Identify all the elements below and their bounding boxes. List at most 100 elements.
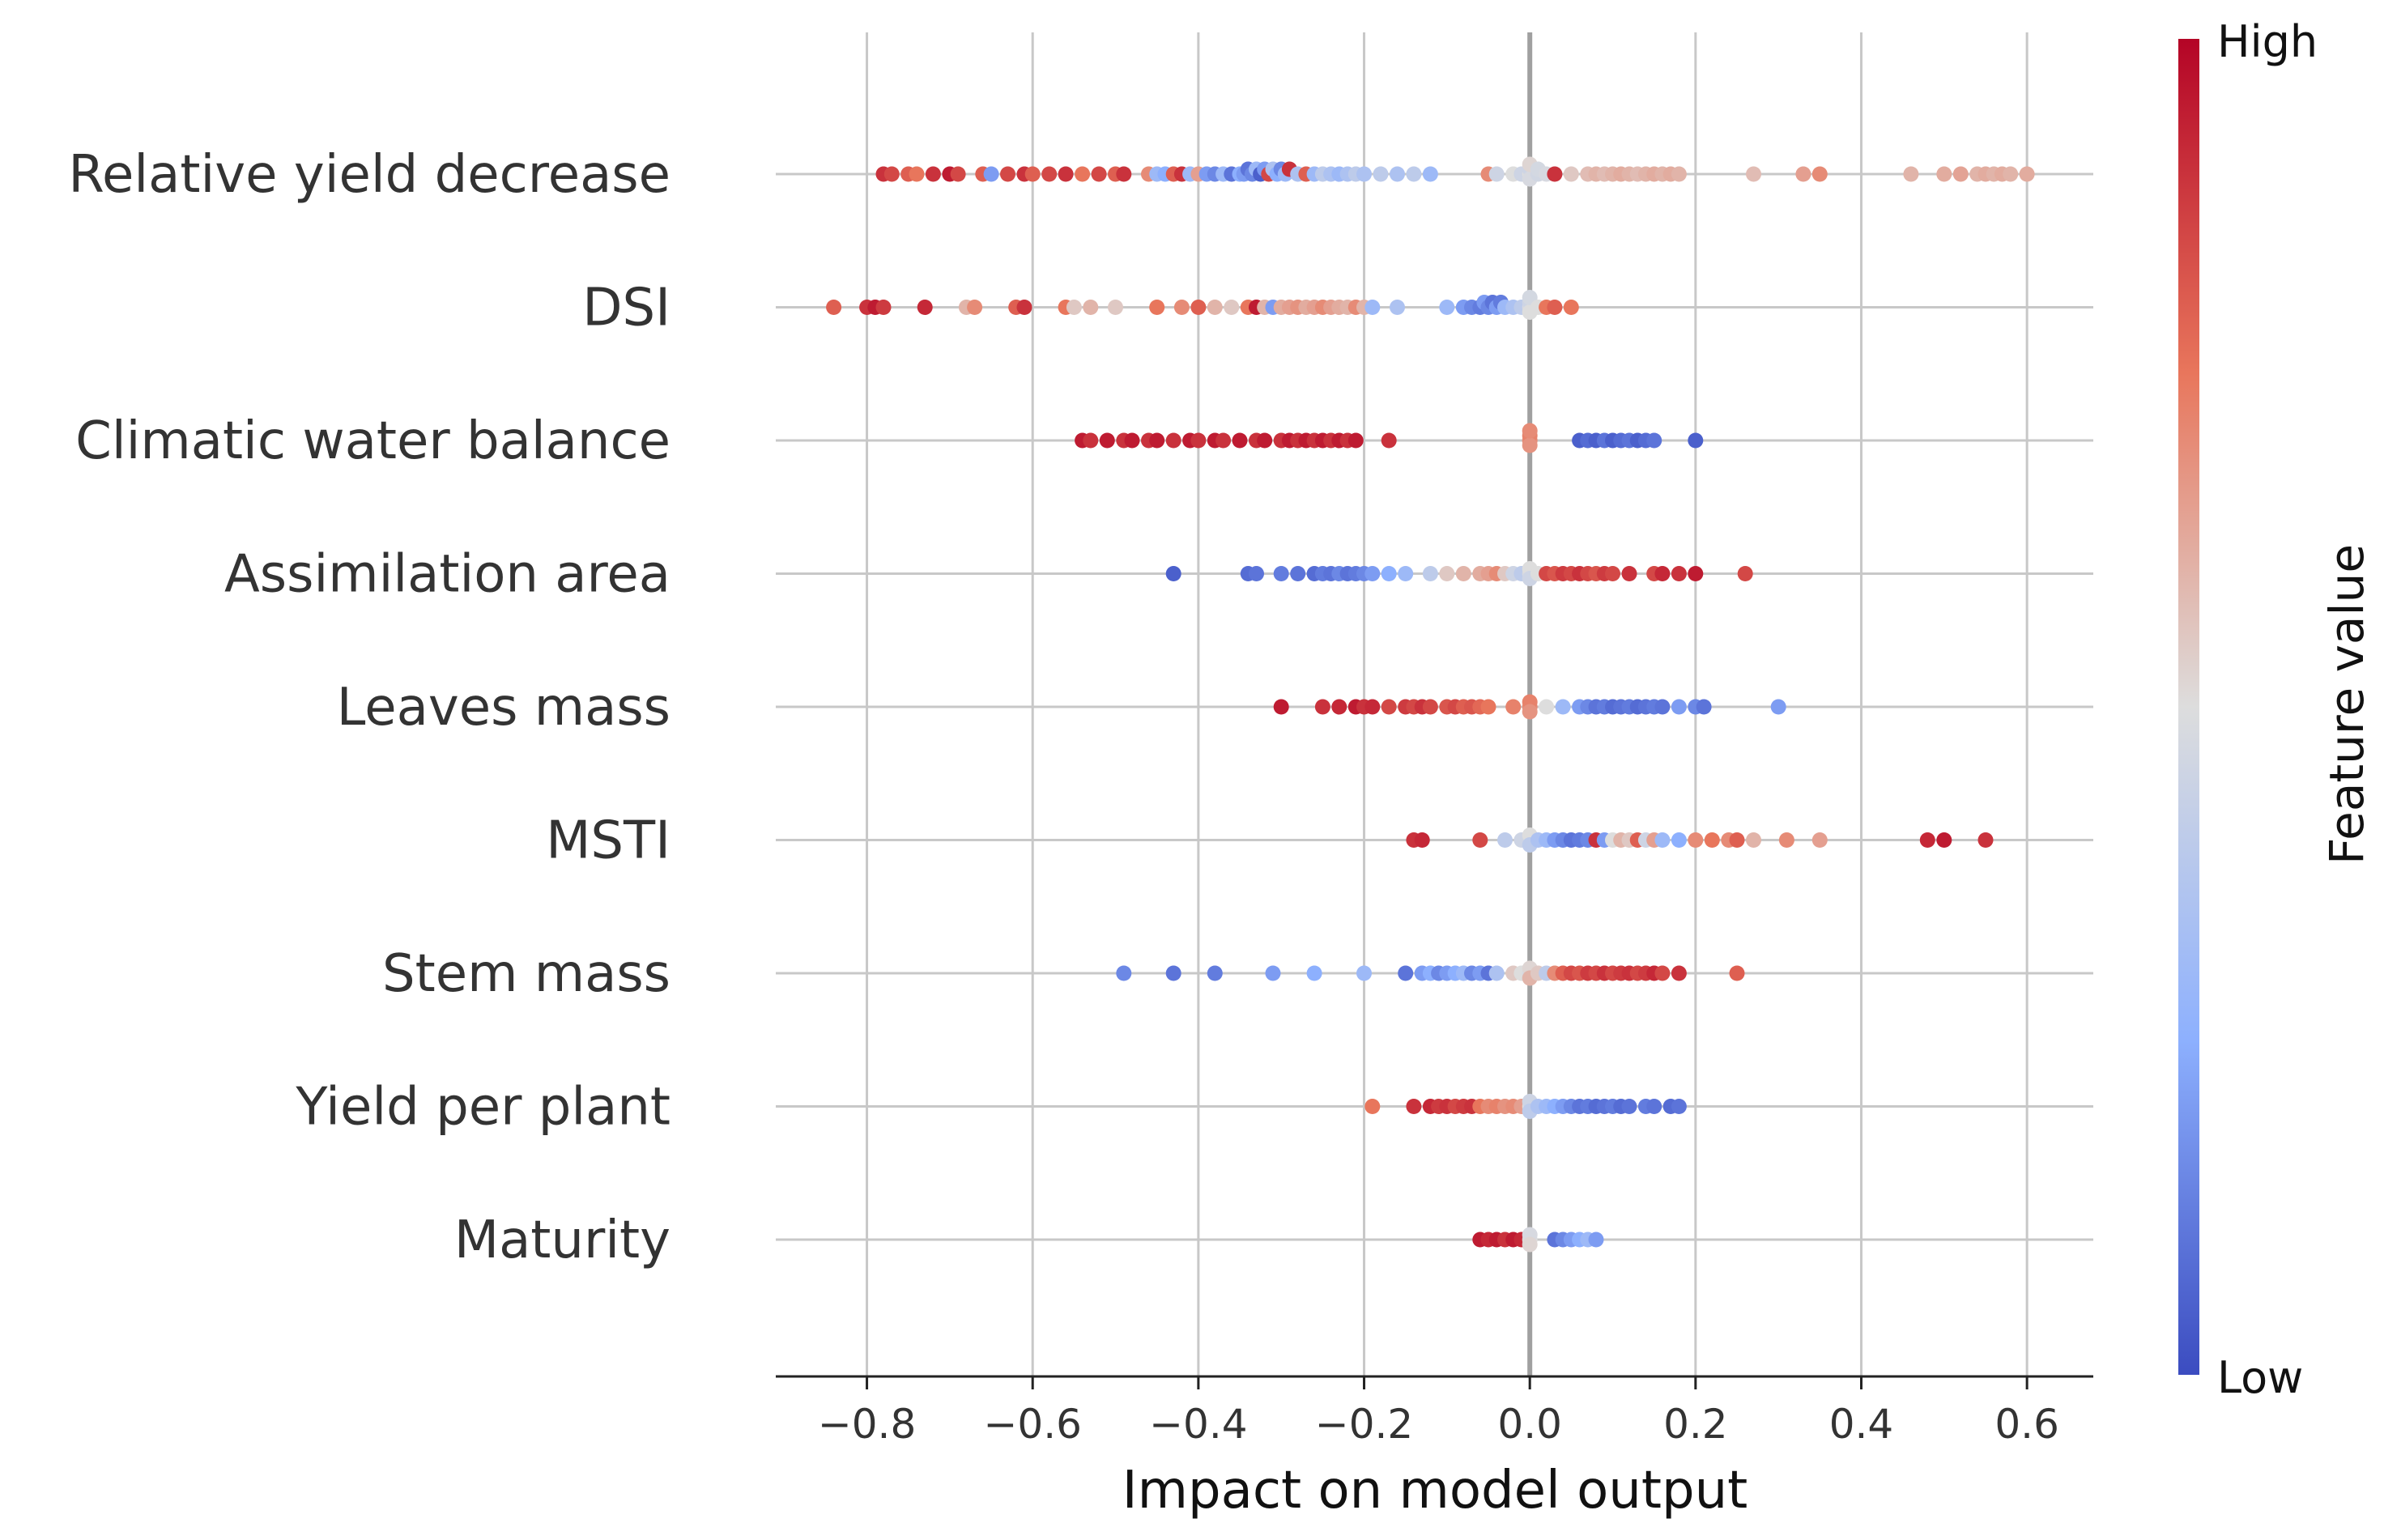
x-tick-label: −0.8 — [818, 1401, 916, 1448]
shap-point — [1116, 166, 1132, 182]
shap-point — [1605, 566, 1620, 581]
shap-point — [1563, 166, 1579, 182]
shap-point — [967, 300, 983, 315]
shap-point — [1406, 166, 1422, 182]
shap-point — [1480, 699, 1496, 715]
shap-point — [1306, 965, 1322, 981]
shap-point — [1646, 432, 1662, 449]
shap-point — [1314, 699, 1330, 715]
shap-point — [1439, 566, 1455, 581]
shap-point — [1398, 965, 1414, 981]
shap-point — [1083, 300, 1099, 315]
shap-point — [1671, 1099, 1687, 1114]
shap-point — [1688, 832, 1704, 848]
shap-point — [883, 166, 900, 182]
shap-point — [1356, 166, 1372, 182]
shap-point — [826, 300, 842, 315]
shap-point — [1165, 432, 1181, 449]
feature-label: Climatic water balance — [75, 411, 670, 471]
shap-point — [1422, 166, 1438, 182]
shap-point — [1390, 300, 1405, 315]
shap-point — [1688, 566, 1704, 581]
shap-point — [1505, 699, 1522, 715]
shap-point — [1207, 965, 1223, 981]
shap-point — [1041, 166, 1058, 182]
shap-point — [1232, 432, 1248, 449]
shap-point — [1977, 832, 1994, 848]
shap-point — [1373, 166, 1389, 182]
shap-point — [1190, 300, 1207, 315]
shap-point — [1588, 1232, 1604, 1248]
x-tick-label: −0.4 — [1149, 1401, 1247, 1448]
colorbar-title: Feature value — [2319, 544, 2374, 865]
shap-point — [1795, 166, 1811, 182]
shap-point — [1000, 166, 1015, 182]
shap-point — [1364, 566, 1381, 581]
shap-point — [1936, 166, 1952, 182]
shap-point — [1621, 566, 1637, 581]
shap-point — [1547, 166, 1563, 182]
shap-point — [1099, 432, 1115, 449]
shap-point — [1522, 704, 1538, 720]
shap-point — [1654, 566, 1671, 581]
shap-point — [1016, 300, 1032, 315]
shap-point — [1903, 166, 1919, 182]
shap-point — [1422, 699, 1438, 715]
shap-point — [1165, 566, 1181, 581]
feature-label: DSI — [582, 279, 670, 338]
shap-point — [2019, 166, 2035, 182]
shap-point — [1654, 965, 1671, 981]
x-tick-label: −0.2 — [1315, 1401, 1413, 1448]
shap-point — [1522, 437, 1538, 453]
shap-point — [1621, 1099, 1637, 1114]
shap-point — [1497, 832, 1513, 848]
shap-point — [1406, 1099, 1422, 1114]
shap-point — [1919, 832, 1935, 848]
colorbar-low-label: Low — [2217, 1352, 2303, 1403]
colorbar-high-label: High — [2217, 16, 2318, 67]
shap-point — [1654, 699, 1671, 715]
shap-point — [1746, 166, 1761, 182]
shap-point — [1811, 166, 1828, 182]
shap-point — [1422, 566, 1438, 581]
shap-point — [2003, 166, 2019, 182]
label-layer: Relative yield decrease DSI Climatic water… — [68, 145, 670, 1270]
shap-point — [1737, 566, 1753, 581]
shap-point — [1770, 699, 1786, 715]
shap-point — [1058, 166, 1074, 182]
shap-point — [1265, 965, 1281, 981]
shap-point — [1671, 965, 1687, 981]
shap-point — [1165, 965, 1181, 981]
shap-point — [925, 166, 941, 182]
feature-label: MSTI — [546, 811, 670, 871]
shap-point — [1671, 699, 1687, 715]
shap-point — [1488, 965, 1505, 981]
feature-label: Leaves mass — [337, 678, 670, 738]
shap-point — [1224, 300, 1240, 315]
shap-point — [1522, 423, 1538, 439]
shap-point — [909, 166, 925, 182]
shap-point — [1414, 832, 1430, 848]
shap-point — [1381, 699, 1397, 715]
shap-point — [1390, 166, 1405, 182]
shap-point — [1075, 166, 1091, 182]
shap-point — [1472, 832, 1488, 848]
shap-point — [1124, 432, 1140, 449]
feature-label: Assimilation area — [224, 545, 670, 605]
shap-point — [1398, 566, 1414, 581]
shap-point — [1149, 300, 1165, 315]
shap-point — [1091, 166, 1107, 182]
shap-point — [1249, 566, 1264, 581]
shap-point — [1108, 300, 1123, 315]
x-axis-title: Impact on model output — [1122, 1461, 1748, 1521]
shap-point — [1729, 832, 1745, 848]
shap-point — [1654, 832, 1671, 848]
shap-point — [1290, 566, 1306, 581]
shap-point — [1696, 699, 1712, 715]
feature-label: Stem mass — [382, 944, 670, 1004]
shap-point — [1488, 166, 1505, 182]
shap-point — [1547, 300, 1563, 315]
shap-point — [1704, 832, 1720, 848]
shap-point — [1331, 699, 1347, 715]
x-tick-label: −0.6 — [984, 1401, 1082, 1448]
